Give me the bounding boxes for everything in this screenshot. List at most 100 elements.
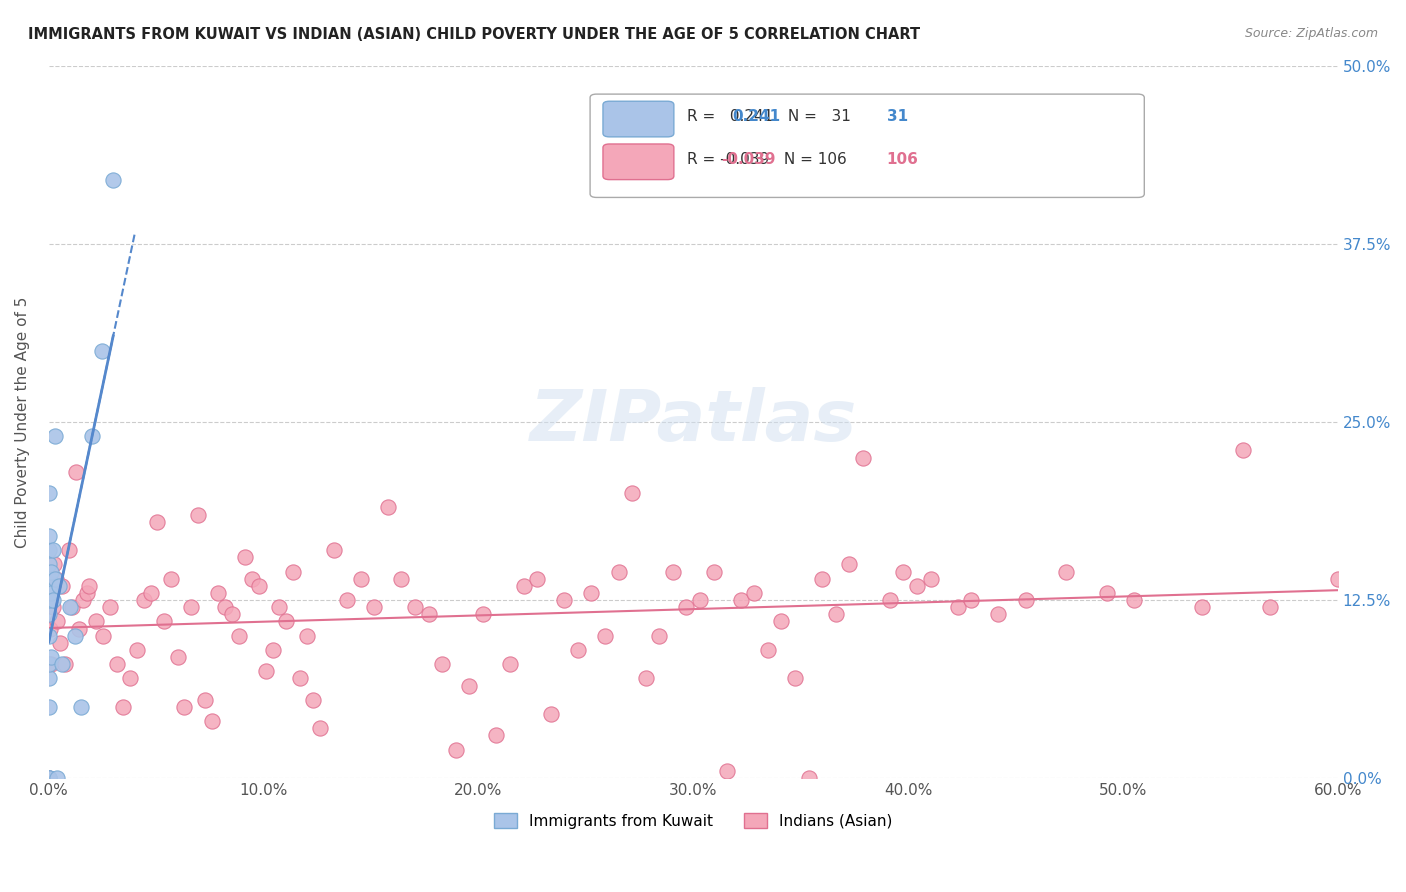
Point (471, 607, 494, 622)
Point (41, 657, 63, 672)
Point (53, 657, 76, 672)
Point (125, 643, 148, 657)
Point (39, 650, 62, 665)
Point (166, 650, 188, 665)
Point (404, 600, 426, 615)
Point (38, 657, 60, 672)
Point (893, 565, 915, 579)
Point (254, 665, 277, 679)
Point (309, 722, 332, 736)
Y-axis label: Child Poverty Under the Age of 5: Child Poverty Under the Age of 5 (15, 296, 30, 548)
Point (1095, 586, 1118, 600)
Point (920, 572, 942, 586)
FancyBboxPatch shape (591, 94, 1144, 197)
Point (39, 622, 62, 636)
Point (1123, 593, 1146, 607)
Point (987, 607, 1010, 622)
Point (262, 643, 284, 657)
Point (91, 343, 114, 358)
Point (1014, 593, 1036, 607)
Point (38, 700, 60, 714)
Point (499, 657, 522, 672)
Point (458, 679, 481, 693)
Point (38, 607, 60, 622)
Point (675, 600, 697, 615)
Text: Source: ZipAtlas.com: Source: ZipAtlas.com (1244, 27, 1378, 40)
Text: R =   0.241   N =   31: R = 0.241 N = 31 (686, 110, 851, 124)
Point (80, 429, 103, 443)
Point (852, 450, 875, 465)
Point (512, 579, 534, 593)
Point (63, 629, 86, 643)
Point (42, 543, 65, 558)
Point (960, 593, 983, 607)
Point (703, 565, 725, 579)
Point (38, 771, 60, 785)
Point (44, 429, 66, 443)
Point (48, 579, 70, 593)
Point (905, 579, 928, 593)
Point (112, 700, 135, 714)
Point (322, 543, 344, 558)
Point (38, 771, 60, 785)
Point (235, 550, 257, 565)
Point (60, 600, 83, 615)
Text: 31: 31 (887, 110, 908, 124)
Point (51, 657, 73, 672)
Point (432, 657, 454, 672)
Point (281, 565, 304, 579)
Point (581, 586, 603, 600)
Text: R = -0.039   N = 106: R = -0.039 N = 106 (686, 153, 846, 167)
Point (1054, 565, 1077, 579)
Point (797, 771, 820, 785)
Point (72, 593, 94, 607)
Text: 0.241: 0.241 (733, 110, 780, 124)
Point (247, 579, 270, 593)
Point (51, 579, 73, 593)
Point (567, 643, 589, 657)
Point (153, 615, 176, 629)
Point (38, 529, 60, 543)
Point (38, 558, 60, 572)
Point (288, 672, 311, 686)
Point (363, 600, 385, 615)
Point (103, 172, 125, 186)
Point (187, 508, 209, 522)
Point (1258, 600, 1281, 615)
Point (214, 600, 236, 615)
Point (811, 572, 834, 586)
Point (540, 707, 562, 722)
Point (756, 643, 779, 657)
Point (946, 600, 969, 615)
Text: IMMIGRANTS FROM KUWAIT VS INDIAN (ASIAN) CHILD POVERTY UNDER THE AGE OF 5 CORREL: IMMIGRANTS FROM KUWAIT VS INDIAN (ASIAN)… (28, 27, 921, 42)
Point (146, 515, 169, 529)
Point (173, 700, 195, 714)
Point (485, 729, 508, 743)
Point (838, 558, 860, 572)
Point (444, 742, 467, 756)
Point (783, 672, 806, 686)
Point (39, 586, 62, 600)
Point (770, 615, 793, 629)
Point (716, 764, 738, 778)
Point (45, 615, 67, 629)
Point (58, 543, 80, 558)
Text: 106: 106 (887, 153, 918, 167)
FancyBboxPatch shape (603, 101, 673, 136)
Point (120, 672, 142, 686)
Point (180, 600, 202, 615)
Point (48, 636, 70, 650)
Point (662, 565, 685, 579)
Point (879, 593, 901, 607)
Point (84, 615, 107, 629)
Point (91, 629, 114, 643)
Point (621, 486, 644, 500)
Point (44, 572, 66, 586)
Point (269, 600, 291, 615)
Point (391, 572, 413, 586)
Point (194, 693, 217, 707)
Point (1191, 600, 1213, 615)
Point (59, 600, 82, 615)
Point (200, 714, 222, 729)
Point (65, 465, 87, 479)
